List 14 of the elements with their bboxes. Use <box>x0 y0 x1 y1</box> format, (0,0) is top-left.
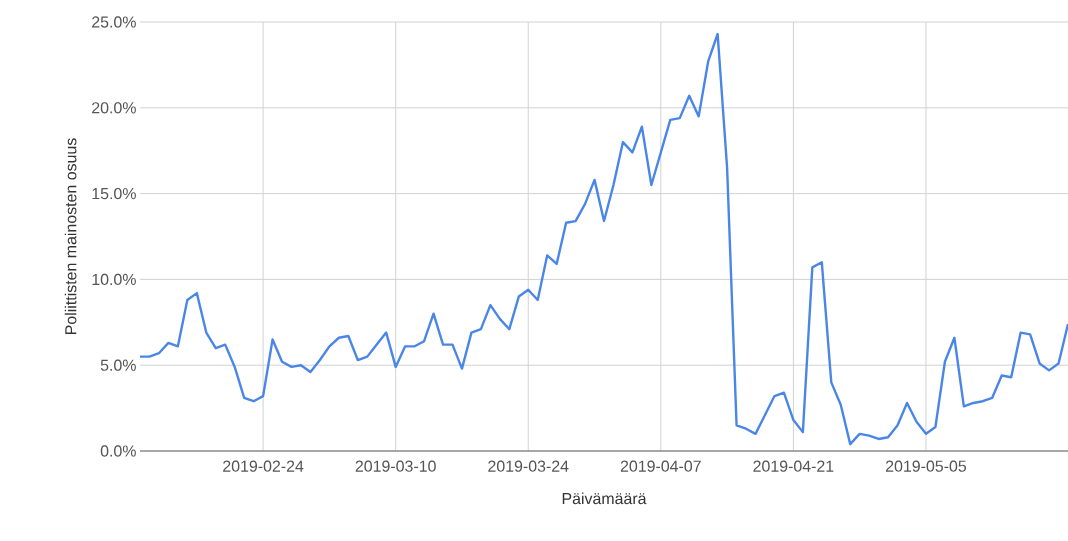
x-tick-label: 2019-02-24 <box>223 460 304 472</box>
x-axis-title: Päivämäärä <box>562 492 647 505</box>
y-tick-label: 20.0% <box>92 102 136 114</box>
x-tick-label: 2019-04-07 <box>620 460 701 472</box>
x-tick-label: 2019-05-05 <box>885 460 967 472</box>
x-tick-label: 2019-03-10 <box>355 460 436 472</box>
x-tick-label: 2019-03-24 <box>488 460 569 472</box>
y-tick-label: 0.0% <box>100 445 136 457</box>
y-axis-title: Poliittisten mainosten osuus <box>64 138 77 334</box>
y-tick-label: 15.0% <box>92 187 136 200</box>
y-tick-label: 10.0% <box>92 273 136 286</box>
y-tick-label: 5.0% <box>100 359 136 371</box>
y-tick-label: 25.0% <box>92 16 136 28</box>
x-tick-label: 2019-04-21 <box>753 460 834 472</box>
